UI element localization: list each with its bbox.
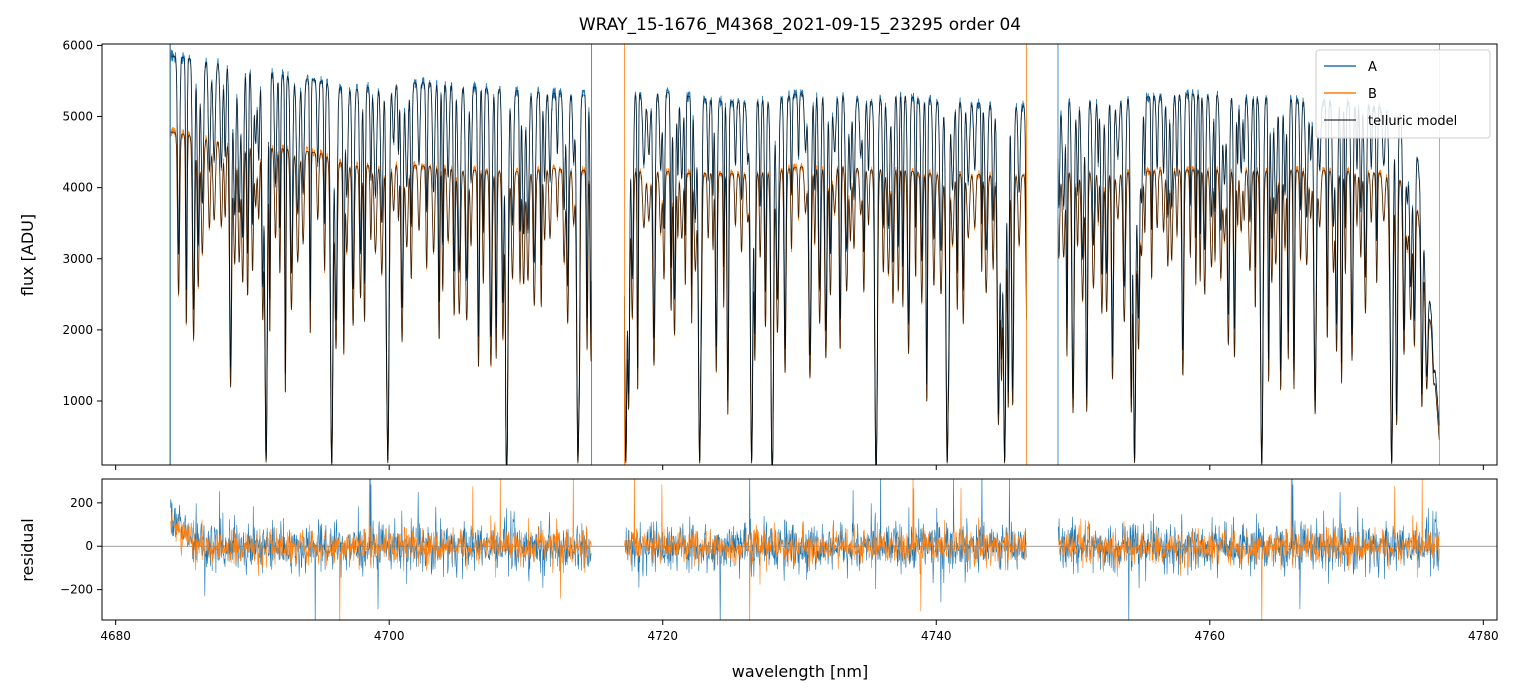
legend-box [1315,49,1491,139]
legend-label-telluric: telluric model [1368,114,1457,129]
y-tick-label: −200 [60,583,93,597]
x-tick-label: 4760 [1195,629,1226,643]
legend-label-b: B [1368,87,1377,102]
chart-title: WRAY_15-1676_M4368_2021-09-15_23295 orde… [579,15,1021,35]
residual-x-ticks: 4680 4700 4720 4740 4760 4780 [100,620,1499,643]
residual-y-ticks: −200 0 200 [60,496,102,597]
flux-series-group [169,44,1440,465]
x-tick-label: 4680 [100,629,131,643]
y-tick-label: 5000 [62,110,93,124]
y-tick-label: 200 [70,496,93,510]
residual-panel: 4680 4700 4720 4740 4760 4780 −200 0 200 residu… [18,478,1499,681]
flux-y-ticks: 1000 2000 3000 4000 5000 6000 [62,38,102,408]
flux-y-axis-label: flux [ADU] [18,214,37,296]
residual-y-axis-label: residual [18,518,37,581]
x-axis-label: wavelength [nm] [732,662,869,681]
legend: A B telluric model [1315,49,1491,139]
flux-plot-frame [101,43,1498,466]
legend-label-a: A [1368,60,1377,75]
flux-panel: 1000 2000 3000 4000 5000 6000 flux [ADU] A B … [18,38,1498,470]
y-tick-label: 2000 [62,323,93,337]
y-tick-label: 6000 [62,38,93,52]
x-tick-label: 4780 [1468,629,1499,643]
flux-x-ticks [115,465,1484,470]
x-tick-label: 4720 [647,629,678,643]
y-tick-label: 4000 [62,181,93,195]
telluric-model-line-b [170,131,1440,465]
residual-b-line [170,479,1440,620]
x-tick-label: 4740 [921,629,952,643]
residual-plot-frame [101,478,1498,621]
x-tick-label: 4700 [374,629,405,643]
residual-series-group [102,479,1497,620]
y-tick-label: 1000 [62,394,93,408]
y-tick-label: 3000 [62,252,93,266]
y-tick-label: 0 [85,539,93,553]
